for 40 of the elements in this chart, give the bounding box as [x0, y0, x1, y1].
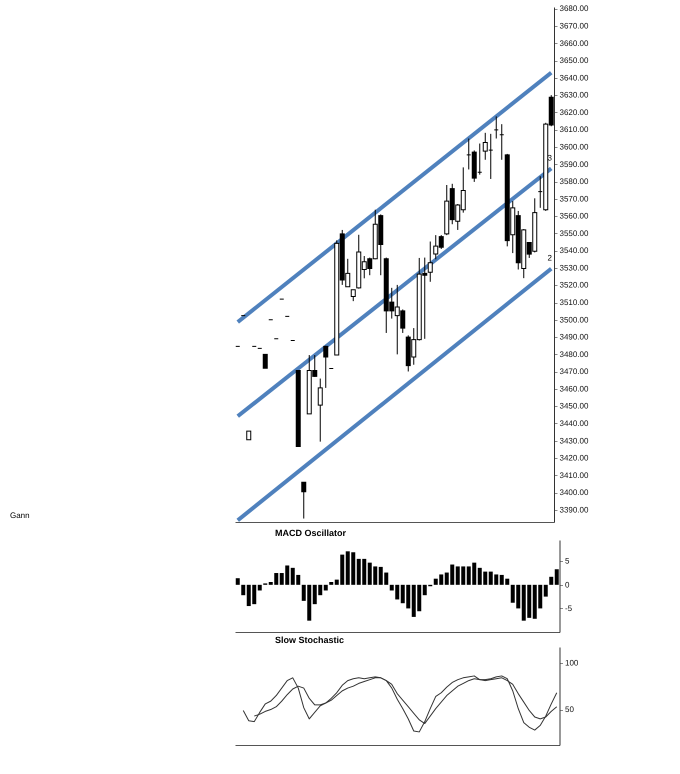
y-tick-label: 3480.00	[560, 350, 589, 359]
text: Gann	[10, 511, 30, 520]
y-tick-label: 3500.00	[560, 315, 589, 324]
annotation: 2	[548, 254, 553, 263]
y-tick-label: 3640.00	[560, 73, 589, 82]
y-tick-label: 3620.00	[560, 108, 589, 117]
y-tick-label: 5	[565, 556, 570, 566]
y-tick-label: 3430.00	[560, 436, 589, 446]
y-tick-label: 3610.00	[560, 125, 589, 134]
y-tick-label: 100	[565, 658, 579, 668]
y-tick-label: 3550.00	[560, 228, 589, 238]
chart-title: Slow Stochastic	[275, 635, 344, 645]
y-tick-label: -5	[565, 604, 573, 613]
y-tick-label: 3440.00	[560, 418, 589, 428]
y-tick-label: 3580.00	[560, 177, 589, 186]
y-tick-label: 3600.00	[560, 142, 589, 152]
y-tick-label: 3650.00	[560, 56, 589, 66]
y-tick-label: 3470.00	[560, 367, 589, 376]
y-tick-label: 3520.00	[560, 280, 589, 290]
y-tick-label: 3530.00	[560, 263, 589, 272]
y-tick-label: 3420.00	[560, 454, 589, 463]
y-tick-label: 50	[565, 705, 574, 714]
y-tick-label: 3590.00	[560, 160, 589, 169]
y-tick-label: 3450.00	[560, 402, 589, 411]
y-tick-label: 3510.00	[560, 298, 589, 308]
y-tick-label: 3670.00	[560, 22, 589, 31]
chart-title: MACD Oscillator	[275, 528, 347, 538]
y-tick-label: 3400.00	[560, 488, 589, 498]
y-tick-label: 0	[565, 580, 570, 590]
y-tick-label: 3660.00	[560, 38, 589, 48]
y-tick-label: 3680.00	[560, 4, 589, 14]
y-tick-label: 3560.00	[560, 212, 589, 221]
y-tick-label: 3630.00	[560, 90, 589, 100]
y-tick-label: 3540.00	[560, 246, 589, 256]
y-tick-label: 3390.00	[560, 505, 589, 514]
annotation: 3	[548, 153, 553, 162]
y-tick-label: 3460.00	[560, 384, 589, 394]
y-tick-label: 3410.00	[560, 470, 589, 480]
y-tick-label: 3490.00	[560, 332, 589, 342]
y-tick-label: 3570.00	[560, 194, 589, 204]
